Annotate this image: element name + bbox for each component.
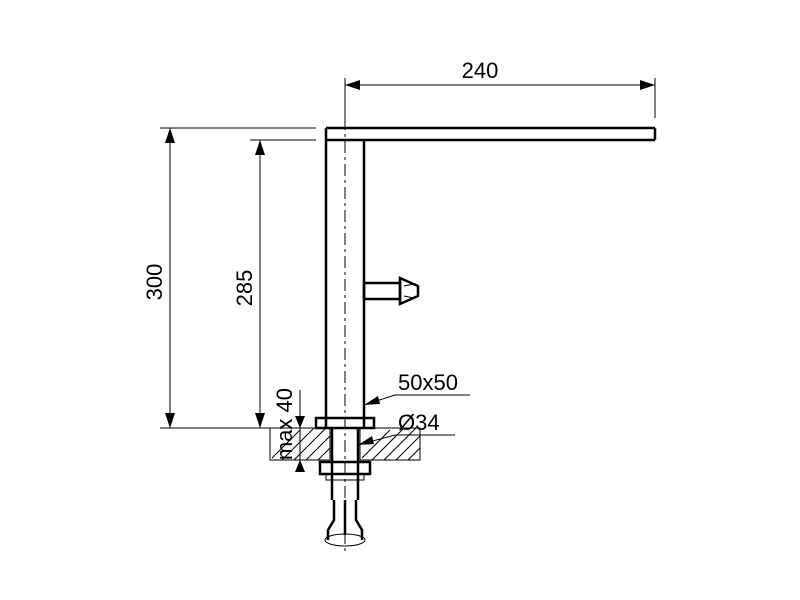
technical-drawing: 240 300 285 max 40 50x50 Ø34: [0, 0, 800, 600]
label-50x50: 50x50: [364, 370, 470, 405]
dimension-240: 240: [345, 58, 655, 118]
dim-240-label: 240: [462, 58, 499, 83]
dim-285-label: 285: [232, 270, 257, 307]
dimension-max40: max 40: [272, 388, 305, 472]
dim-300-label: 300: [142, 264, 167, 301]
dimension-300: 300: [142, 128, 316, 428]
faucet-handle: [364, 278, 418, 304]
label-50x50-text: 50x50: [398, 370, 458, 395]
label-o34-text: Ø34: [398, 410, 440, 435]
dim-max40-label: max 40: [272, 388, 297, 460]
dimension-285: 285: [232, 140, 316, 428]
